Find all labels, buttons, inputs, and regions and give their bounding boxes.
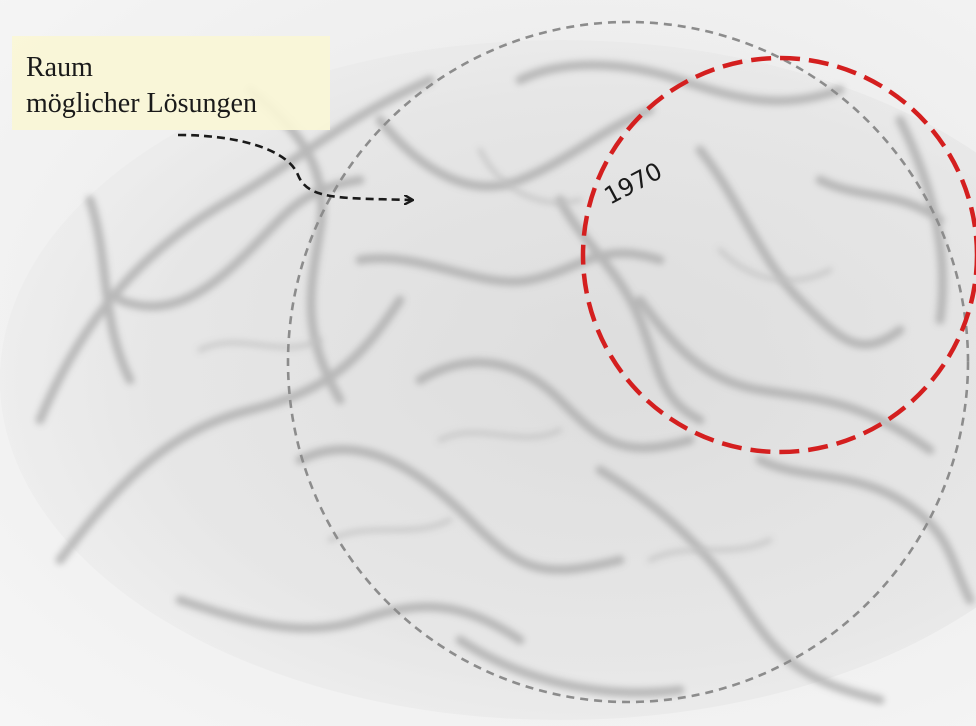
year-label-1970: 1970 (600, 157, 667, 210)
solution-space-label: Raum möglicher Lösungen (12, 36, 330, 130)
label-line-2: möglicher Lösungen (26, 88, 257, 119)
outer-solution-space-circle (286, 20, 970, 704)
label-line-1: Raum (26, 52, 93, 83)
pointer-arrow (177, 133, 412, 200)
inner-1970-circle (580, 55, 976, 455)
